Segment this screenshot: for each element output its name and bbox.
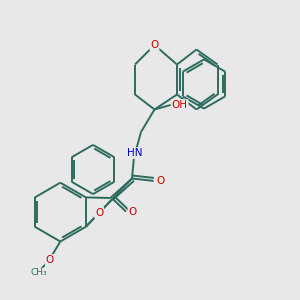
Text: O: O <box>95 208 103 218</box>
Text: O: O <box>128 207 137 217</box>
Text: O: O <box>156 176 164 186</box>
Text: O: O <box>150 40 159 50</box>
Text: OH: OH <box>172 100 188 110</box>
Text: CH₃: CH₃ <box>30 268 47 277</box>
Text: O: O <box>46 255 54 265</box>
Text: HN: HN <box>127 148 142 158</box>
